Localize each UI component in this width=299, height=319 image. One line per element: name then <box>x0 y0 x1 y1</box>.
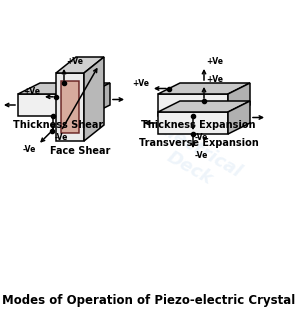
Text: Thickness Shear: Thickness Shear <box>13 120 104 130</box>
Text: -Ve: -Ve <box>195 133 208 142</box>
Text: +Ve: +Ve <box>23 87 40 96</box>
Text: +Ve: +Ve <box>132 78 149 87</box>
Polygon shape <box>56 57 104 73</box>
Text: -Ve: -Ve <box>23 145 36 154</box>
Text: Face Shear: Face Shear <box>50 146 110 156</box>
Text: +Ve: +Ve <box>206 75 223 84</box>
Polygon shape <box>84 57 104 141</box>
Text: -Ve: -Ve <box>55 133 68 142</box>
Polygon shape <box>228 83 250 116</box>
Text: +Ve: +Ve <box>206 57 223 66</box>
Text: Thickness Expansion: Thickness Expansion <box>141 120 256 130</box>
Polygon shape <box>228 101 250 134</box>
Text: Modes of Operation of Piezo-electric Crystal: Modes of Operation of Piezo-electric Cry… <box>2 294 296 307</box>
Polygon shape <box>158 83 250 94</box>
Text: -Ve: -Ve <box>195 151 208 160</box>
Text: +Ve: +Ve <box>66 57 83 66</box>
Polygon shape <box>56 73 84 141</box>
Polygon shape <box>61 81 79 133</box>
Text: Transverse Expansion: Transverse Expansion <box>139 138 258 148</box>
Polygon shape <box>158 94 228 116</box>
Polygon shape <box>18 94 88 116</box>
Polygon shape <box>18 83 110 94</box>
Polygon shape <box>88 83 110 116</box>
Polygon shape <box>158 112 228 134</box>
Polygon shape <box>158 101 250 112</box>
Text: Electrical
Deck: Electrical Deck <box>145 119 245 199</box>
